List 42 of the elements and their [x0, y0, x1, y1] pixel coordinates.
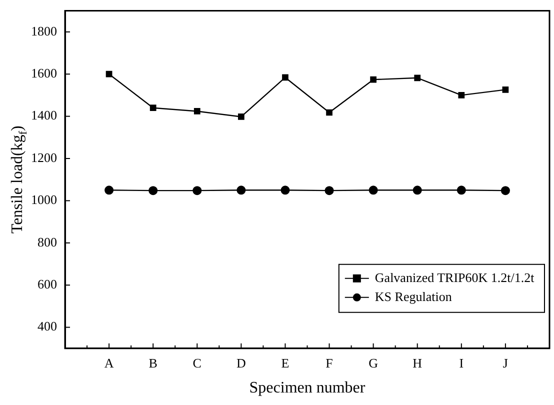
y-axis-title: Tensile load(kgf) [9, 126, 30, 234]
point [502, 86, 509, 93]
x-tick-label: D [236, 356, 246, 371]
point [236, 186, 246, 195]
point [106, 70, 112, 78]
point [326, 109, 332, 116]
point [150, 104, 156, 112]
x-tick-label: A [104, 356, 114, 371]
x-tick-label: F [326, 356, 333, 371]
y-tick-label: 600 [38, 276, 57, 292]
legend-label: Galvanized TRIP60K 1.2t/1.2t [374, 270, 535, 285]
point [280, 186, 290, 195]
y-tick-label: 1200 [31, 150, 57, 165]
legend-label: KS Regulation [374, 288, 452, 304]
point [282, 74, 288, 81]
point [194, 108, 200, 114]
point [456, 186, 466, 195]
point [148, 186, 158, 196]
x-tick-label: C [192, 356, 202, 371]
point [324, 186, 334, 196]
point [368, 186, 378, 195]
x-tick-label: H [412, 356, 422, 371]
point [370, 76, 376, 83]
x-tick-label: I [459, 356, 464, 371]
x-tick-label: G [368, 356, 378, 371]
point [458, 92, 465, 98]
point [412, 186, 422, 195]
point [238, 114, 244, 120]
y-tick-label: 1400 [31, 108, 57, 123]
x-axis-title: Specimen number [249, 380, 366, 397]
y-tick-label: 800 [38, 234, 57, 250]
x-tick-label: E [281, 356, 290, 371]
y-tick-label: 1600 [31, 66, 57, 81]
y-tick-label: 1800 [31, 23, 57, 38]
y-tick-label: 400 [38, 318, 57, 334]
point [192, 186, 202, 196]
point [414, 74, 421, 82]
y-tick-label: 1000 [31, 192, 57, 208]
point [104, 186, 114, 195]
x-tick-label: J [502, 356, 508, 371]
x-tick-label: B [148, 356, 158, 371]
point [500, 186, 510, 196]
